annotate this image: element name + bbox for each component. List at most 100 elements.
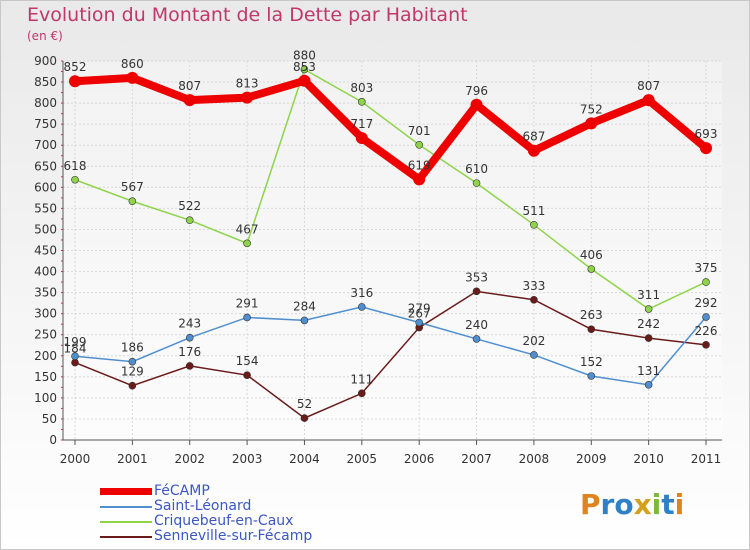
data-point-saint-leonard bbox=[415, 318, 423, 327]
chart-unit: (en €) bbox=[27, 29, 63, 43]
data-point-saint-leonard bbox=[702, 313, 710, 321]
data-point-saint-leonard bbox=[358, 303, 366, 311]
x-tick-label: 2011 bbox=[691, 452, 722, 466]
data-point-saint-leonard bbox=[128, 357, 137, 366]
data-label-fecamp: 717 bbox=[350, 117, 373, 131]
y-tick-label: 400 bbox=[34, 265, 57, 279]
data-point-criquebeuf-en-caux bbox=[472, 179, 481, 187]
series-line-criquebeuf-en-caux bbox=[74, 68, 707, 310]
data-point-criquebeuf-en-caux bbox=[300, 65, 309, 74]
data-point-fecamp bbox=[69, 75, 81, 88]
data-label-senneville-sur-fecamp: 267 bbox=[408, 307, 431, 321]
data-label-criquebeuf-en-caux: 311 bbox=[637, 288, 660, 302]
data-label-senneville-sur-fecamp: 52 bbox=[297, 397, 312, 411]
data-point-criquebeuf-en-caux bbox=[415, 141, 423, 149]
data-label-senneville-sur-fecamp: 154 bbox=[236, 354, 259, 368]
data-label-criquebeuf-en-caux: 610 bbox=[465, 162, 488, 176]
logo-letter: x bbox=[633, 488, 652, 521]
y-tick-label: 600 bbox=[34, 180, 57, 194]
data-point-fecamp bbox=[470, 98, 483, 111]
x-tick-label: 2007 bbox=[461, 452, 492, 466]
x-tick-label: 2002 bbox=[174, 452, 205, 466]
y-tick-label: 500 bbox=[34, 222, 57, 236]
data-point-senneville-sur-fecamp bbox=[530, 295, 538, 304]
data-point-fecamp bbox=[183, 94, 196, 107]
data-point-fecamp bbox=[642, 94, 655, 107]
data-label-criquebeuf-en-caux: 803 bbox=[350, 81, 373, 95]
data-point-criquebeuf-en-caux bbox=[243, 239, 251, 248]
y-tick-label: 150 bbox=[34, 370, 57, 384]
data-label-fecamp: 860 bbox=[121, 57, 144, 71]
proxiti-logo: Proxiti bbox=[580, 488, 684, 521]
data-point-criquebeuf-en-caux bbox=[530, 221, 538, 229]
x-tick-label: 2009 bbox=[576, 452, 607, 466]
data-label-criquebeuf-en-caux: 375 bbox=[695, 261, 718, 275]
y-tick-label: 350 bbox=[34, 286, 57, 300]
data-point-senneville-sur-fecamp bbox=[185, 362, 194, 370]
data-point-fecamp bbox=[527, 144, 540, 157]
data-label-fecamp: 619 bbox=[408, 158, 431, 172]
data-point-saint-leonard bbox=[300, 316, 309, 325]
axes: 0 50 100 150 200 250 300 350 400 450 500 550 600 650 7… bbox=[34, 54, 722, 466]
y-tick-label: 800 bbox=[34, 96, 57, 110]
logo-letter: i bbox=[651, 488, 662, 521]
data-point-fecamp bbox=[126, 71, 139, 84]
data-point-saint-leonard bbox=[530, 351, 538, 359]
y-tick-label: 550 bbox=[34, 201, 57, 215]
x-tick-label: 2003 bbox=[232, 452, 263, 466]
data-label-fecamp: 687 bbox=[522, 130, 545, 144]
data-point-senneville-sur-fecamp bbox=[300, 414, 309, 422]
data-label-saint-leonard: 316 bbox=[350, 286, 373, 300]
x-tick-label: 2004 bbox=[289, 452, 320, 466]
data-label-saint-leonard: 279 bbox=[408, 302, 431, 316]
data-point-senneville-sur-fecamp bbox=[128, 381, 137, 390]
data-label-fecamp: 693 bbox=[695, 127, 718, 141]
data-point-criquebeuf-en-caux bbox=[587, 265, 596, 273]
data-label-saint-leonard: 199 bbox=[64, 335, 87, 349]
data-label-criquebeuf-en-caux: 618 bbox=[64, 159, 87, 173]
data-point-criquebeuf-en-caux bbox=[644, 305, 653, 313]
y-tick-label: 250 bbox=[34, 328, 57, 342]
x-tick-label: 2000 bbox=[60, 452, 91, 466]
data-point-fecamp bbox=[241, 91, 254, 104]
data-point-fecamp bbox=[585, 117, 598, 130]
logo-letter: o bbox=[614, 488, 634, 521]
data-labels: 184 129 176 154 52 111 267 353 333 263 242 226 199 18… bbox=[64, 48, 718, 411]
data-label-senneville-sur-fecamp: 111 bbox=[350, 372, 373, 386]
y-tick-label: 100 bbox=[34, 391, 57, 405]
legend-swatch-fecamp bbox=[100, 488, 152, 495]
logo-letter: i bbox=[674, 488, 685, 521]
logo-letter: r bbox=[600, 488, 615, 521]
data-label-senneville-sur-fecamp: 226 bbox=[695, 324, 718, 338]
data-point-fecamp bbox=[413, 173, 426, 186]
data-point-senneville-sur-fecamp bbox=[472, 287, 481, 296]
data-point-criquebeuf-en-caux bbox=[702, 278, 710, 286]
data-label-saint-leonard: 284 bbox=[293, 299, 316, 313]
data-label-senneville-sur-fecamp: 176 bbox=[178, 345, 201, 359]
data-point-senneville-sur-fecamp bbox=[358, 389, 366, 398]
y-tick-label: 850 bbox=[34, 75, 57, 89]
legend-label: Senneville-sur-Fécamp bbox=[154, 528, 313, 544]
y-tick-label: 450 bbox=[34, 244, 57, 258]
data-point-criquebeuf-en-caux bbox=[358, 98, 366, 106]
data-label-criquebeuf-en-caux: 406 bbox=[580, 248, 603, 262]
data-point-saint-leonard bbox=[185, 333, 194, 342]
data-point-senneville-sur-fecamp bbox=[71, 358, 79, 367]
legend-swatch-senneville bbox=[100, 536, 152, 538]
y-tick-label: 900 bbox=[34, 54, 57, 68]
y-tick-label: 200 bbox=[34, 349, 57, 363]
legend-label: Criquebeuf-en-Caux bbox=[154, 513, 294, 529]
data-point-criquebeuf-en-caux bbox=[185, 216, 194, 224]
data-point-senneville-sur-fecamp bbox=[644, 334, 653, 342]
y-tick-label: 0 bbox=[49, 433, 57, 447]
data-label-fecamp: 807 bbox=[637, 79, 660, 93]
y-tick-label: 700 bbox=[34, 138, 57, 152]
series-lines bbox=[69, 65, 712, 422]
data-label-senneville-sur-fecamp: 333 bbox=[522, 279, 545, 293]
data-point-saint-leonard bbox=[644, 381, 653, 389]
data-label-fecamp: 807 bbox=[178, 79, 201, 93]
y-tick-label: 50 bbox=[42, 412, 57, 426]
chart-title: Evolution du Montant de la Dette par Hab… bbox=[27, 4, 468, 26]
data-label-saint-leonard: 152 bbox=[580, 355, 603, 369]
